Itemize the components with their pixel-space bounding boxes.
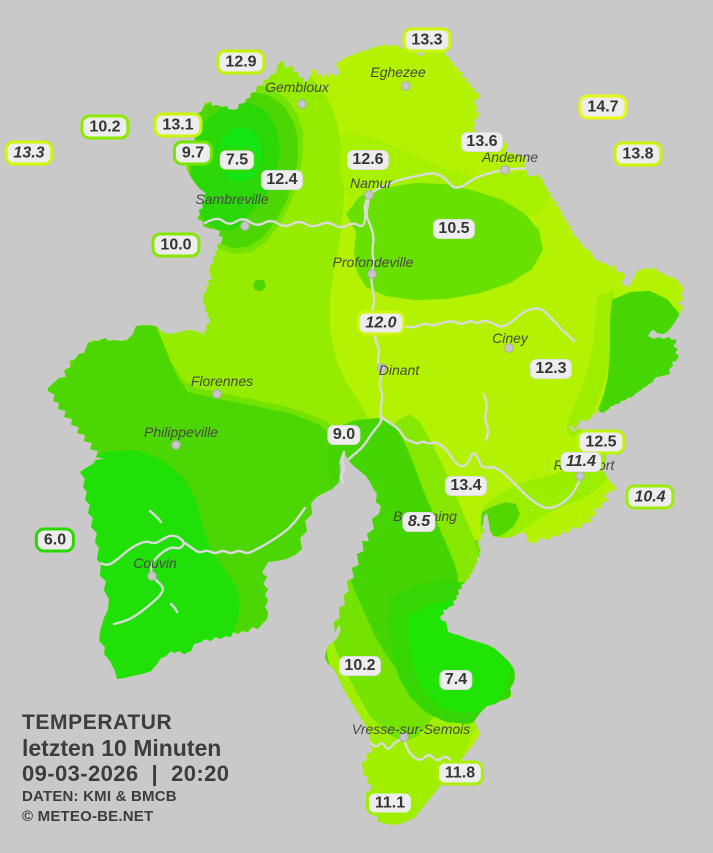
- svg-text:Ciney: Ciney: [492, 330, 529, 346]
- svg-text:Namur: Namur: [350, 175, 393, 191]
- svg-text:Gembloux: Gembloux: [265, 79, 330, 95]
- svg-text:Vresse-sur-Semois: Vresse-sur-Semois: [352, 721, 471, 737]
- svg-text:Sambreville: Sambreville: [195, 191, 268, 207]
- svg-text:Dinant: Dinant: [379, 362, 421, 378]
- svg-text:Florennes: Florennes: [191, 373, 253, 389]
- svg-text:Profondeville: Profondeville: [333, 254, 414, 270]
- svg-text:Couvin: Couvin: [133, 555, 177, 571]
- svg-text:Philippeville: Philippeville: [144, 424, 218, 440]
- svg-text:Andenne: Andenne: [481, 149, 538, 165]
- svg-text:Eghezee: Eghezee: [370, 64, 425, 80]
